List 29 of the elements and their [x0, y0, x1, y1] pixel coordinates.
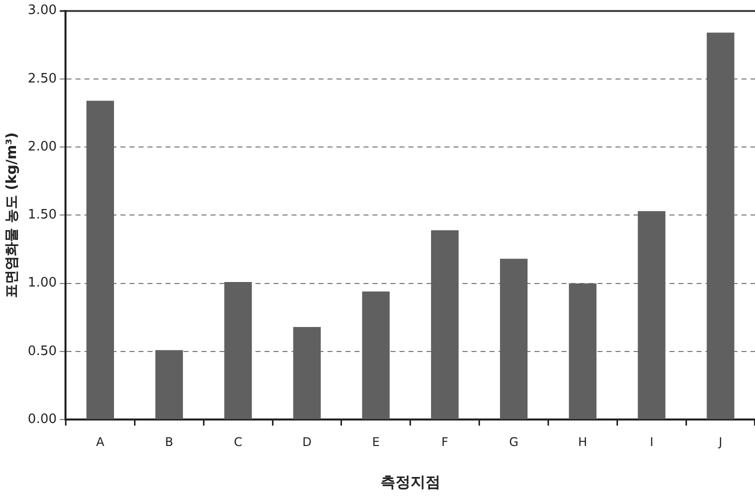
x-axis-title: 측정지점 [380, 472, 440, 491]
y-tick-label: 0.50 [28, 344, 57, 359]
bar [568, 283, 596, 420]
bar [638, 211, 666, 420]
y-tick-label: 2.50 [28, 71, 57, 86]
y-tick-label: 3.00 [28, 3, 57, 18]
bar [431, 230, 459, 420]
y-tick-label: 1.50 [28, 208, 57, 223]
bar [500, 258, 528, 420]
bar [155, 350, 183, 420]
x-tick-label: D [302, 434, 312, 449]
x-tick-label: J [718, 434, 722, 449]
bar [706, 32, 734, 420]
y-tick-label: 0.00 [28, 412, 57, 427]
bar [86, 100, 114, 420]
x-tick-label: C [234, 434, 242, 449]
bar [293, 326, 321, 420]
x-tick-label: G [509, 434, 518, 449]
x-tick-label: B [165, 434, 174, 449]
bar [224, 282, 252, 420]
x-tick-label: A [96, 434, 106, 449]
x-tick-label: I [650, 434, 654, 449]
x-tick-label: F [441, 434, 448, 449]
y-tick-label: 2.00 [28, 139, 57, 154]
y-tick-label: 1.00 [28, 276, 57, 291]
bar [362, 292, 390, 420]
x-tick-label: E [372, 434, 380, 449]
x-tick-label: H [578, 434, 588, 449]
y-axis-title: 표면염화물 농도 (kg/m³) [4, 132, 20, 298]
